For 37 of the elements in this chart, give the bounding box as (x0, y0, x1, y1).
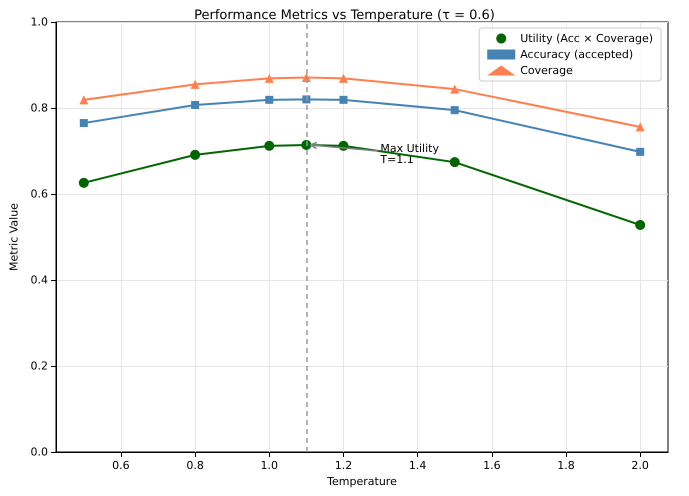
point (78, 178, 89, 188)
point (635, 220, 646, 230)
point (636, 148, 644, 156)
y-tick-label: 0.8 (30, 102, 48, 114)
x-tick-label: 1.6 (483, 459, 501, 472)
point (265, 96, 274, 104)
point (80, 119, 88, 128)
point (636, 122, 645, 132)
x-tick-label: 0.8 (186, 459, 204, 472)
point (264, 74, 274, 83)
y-axis-title: Metric Value (8, 202, 21, 271)
legend-label: Coverage (520, 64, 574, 77)
point (264, 140, 274, 151)
y-tick-label: 0.6 (30, 188, 48, 200)
legend-label: Utility (Acc × Coverage) (520, 32, 654, 45)
point (191, 100, 200, 109)
x-tick-label: 1.0 (260, 459, 278, 472)
y-tick-label: 0.4 (30, 274, 48, 286)
point (190, 150, 200, 160)
point (339, 96, 348, 104)
point (450, 84, 460, 94)
y-tick-label: 1.0 (30, 16, 48, 28)
y-tick-label: 0.0 (30, 446, 48, 458)
x-tick-label: 1.8 (557, 459, 575, 472)
point (79, 95, 88, 104)
chart-title: Performance Metrics vs Temperature (τ = 0.6) (194, 8, 495, 23)
x-tick-label: 1.4 (408, 459, 426, 472)
legend-label: Accuracy (accepted) (520, 48, 634, 61)
x-axis-title: Temperature (326, 475, 398, 488)
point (338, 74, 348, 83)
point (450, 157, 460, 168)
y-tick-label: 0.2 (30, 360, 48, 372)
x-tick-label: 1.2 (334, 459, 352, 472)
point (450, 106, 459, 114)
x-tick-label: 0.6 (112, 459, 130, 472)
x-tick-label: 2.0 (631, 459, 649, 472)
point (190, 80, 200, 89)
